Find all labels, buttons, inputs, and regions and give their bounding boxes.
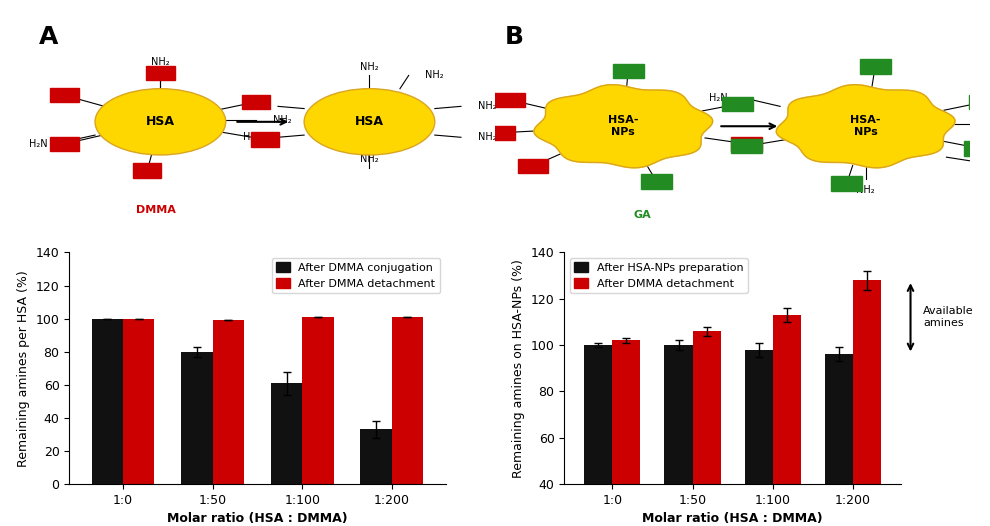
Bar bbox=[772, 315, 801, 526]
Text: NH₂: NH₂ bbox=[360, 154, 379, 165]
Text: H₂N: H₂N bbox=[243, 102, 261, 112]
FancyBboxPatch shape bbox=[642, 174, 672, 189]
X-axis label: Molar ratio (HSA : DMMA): Molar ratio (HSA : DMMA) bbox=[643, 512, 823, 525]
Text: NH₂: NH₂ bbox=[856, 185, 875, 195]
Bar bbox=[744, 350, 772, 526]
Legend: After HSA-NPs preparation, After DMMA detachment: After HSA-NPs preparation, After DMMA de… bbox=[570, 258, 747, 294]
Text: B: B bbox=[505, 25, 524, 48]
Text: NH₂: NH₂ bbox=[478, 132, 496, 143]
FancyBboxPatch shape bbox=[50, 88, 78, 103]
Bar bbox=[584, 345, 613, 526]
Text: NH₂: NH₂ bbox=[151, 57, 169, 67]
Bar bbox=[92, 319, 123, 484]
Text: HSA: HSA bbox=[355, 115, 384, 128]
FancyBboxPatch shape bbox=[613, 64, 644, 78]
Text: H₂N: H₂N bbox=[29, 139, 48, 149]
FancyBboxPatch shape bbox=[832, 177, 862, 191]
Text: NH₂: NH₂ bbox=[478, 102, 496, 112]
Text: H₂N: H₂N bbox=[243, 132, 261, 143]
Legend: After DMMA conjugation, After DMMA detachment: After DMMA conjugation, After DMMA detac… bbox=[272, 258, 440, 294]
Text: NH₂: NH₂ bbox=[273, 115, 292, 125]
Text: Available
amines: Available amines bbox=[924, 307, 974, 328]
Bar bbox=[852, 280, 881, 526]
Bar bbox=[123, 319, 154, 484]
Bar bbox=[360, 429, 392, 484]
Text: NH₂: NH₂ bbox=[426, 70, 445, 80]
Text: HSA: HSA bbox=[146, 115, 175, 128]
FancyBboxPatch shape bbox=[147, 66, 174, 80]
Bar bbox=[271, 383, 302, 484]
Circle shape bbox=[95, 89, 226, 155]
Bar bbox=[392, 317, 423, 484]
FancyBboxPatch shape bbox=[518, 159, 548, 173]
Text: DMMA: DMMA bbox=[136, 205, 176, 215]
FancyBboxPatch shape bbox=[250, 133, 279, 147]
FancyBboxPatch shape bbox=[494, 93, 525, 107]
Text: A: A bbox=[39, 25, 57, 48]
FancyBboxPatch shape bbox=[964, 141, 990, 156]
Bar bbox=[613, 340, 641, 526]
FancyBboxPatch shape bbox=[484, 126, 515, 140]
Text: HSA-
NPs: HSA- NPs bbox=[608, 115, 639, 137]
Bar bbox=[825, 355, 852, 526]
Text: NH₂: NH₂ bbox=[360, 62, 379, 72]
FancyBboxPatch shape bbox=[969, 95, 990, 109]
FancyBboxPatch shape bbox=[722, 97, 752, 112]
X-axis label: Molar ratio (HSA : DMMA): Molar ratio (HSA : DMMA) bbox=[167, 512, 347, 525]
Y-axis label: Remaining amines per HSA (%): Remaining amines per HSA (%) bbox=[17, 270, 30, 467]
Bar bbox=[664, 345, 693, 526]
FancyBboxPatch shape bbox=[732, 139, 762, 153]
Polygon shape bbox=[776, 85, 955, 168]
Polygon shape bbox=[534, 85, 713, 168]
Bar bbox=[693, 331, 721, 526]
FancyBboxPatch shape bbox=[242, 95, 270, 109]
FancyBboxPatch shape bbox=[732, 137, 762, 151]
Bar bbox=[181, 352, 213, 484]
FancyBboxPatch shape bbox=[133, 163, 161, 178]
Bar bbox=[213, 320, 244, 484]
FancyBboxPatch shape bbox=[859, 59, 891, 74]
Text: GA: GA bbox=[634, 209, 651, 220]
Y-axis label: Remaining amines on HSA-NPs (%): Remaining amines on HSA-NPs (%) bbox=[512, 259, 525, 478]
FancyBboxPatch shape bbox=[50, 137, 78, 151]
Circle shape bbox=[304, 89, 435, 155]
Text: HSA-
NPs: HSA- NPs bbox=[850, 115, 881, 137]
Text: H₂N: H₂N bbox=[709, 93, 728, 103]
Bar bbox=[302, 317, 334, 484]
